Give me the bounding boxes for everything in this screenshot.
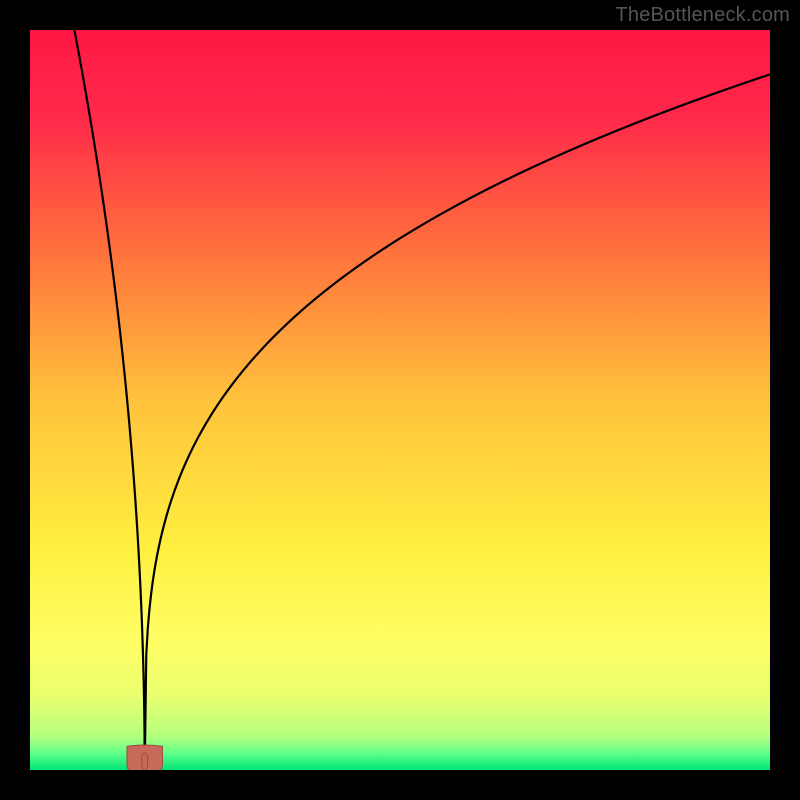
plot-background bbox=[30, 30, 770, 770]
chart-stage: TheBottleneck.com bbox=[0, 0, 800, 800]
plot-svg bbox=[0, 0, 800, 800]
watermark-text: TheBottleneck.com bbox=[615, 4, 790, 27]
